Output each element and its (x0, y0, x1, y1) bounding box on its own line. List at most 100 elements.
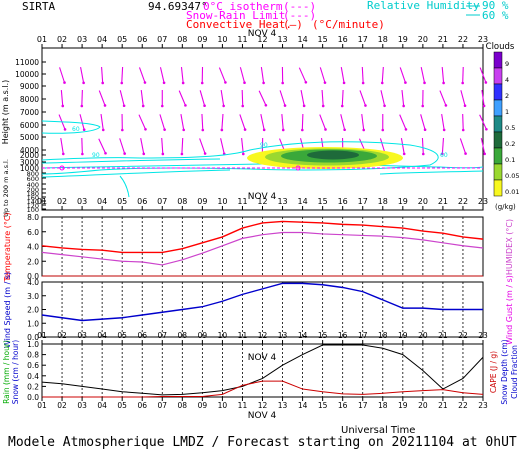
wind-panel-series-0 (41, 282, 483, 322)
wind-barb-head (82, 128, 86, 132)
legend-snow-sample: (---) (283, 9, 316, 22)
precip-top-hour-tick-label: 22 (458, 331, 468, 340)
bottom-hour-tick-label: 01 (37, 401, 47, 410)
wind-barb-head (123, 152, 126, 155)
precip-top-hour-tick-label: 05 (117, 331, 127, 340)
bottom-hour-tick-label: 14 (298, 401, 308, 410)
wind-barb-head (423, 81, 426, 85)
colorbar-label: 0.2 (505, 140, 515, 148)
rh-contour (41, 158, 221, 164)
wind-barb-head (162, 81, 166, 85)
bottom-hour-tick-label: 09 (198, 401, 208, 410)
bottom-hour-tick-label: 20 (418, 401, 428, 410)
bottom-hour-tick-label: 02 (57, 401, 67, 410)
cloud-layer-02 (307, 150, 359, 160)
top-date-label: NOV 4 (248, 29, 277, 39)
wind-barb-head (324, 128, 327, 131)
mid-hour-tick-label: 03 (77, 197, 87, 206)
bottom-hour-tick-label: 06 (137, 401, 147, 410)
wind-barb-head (143, 81, 147, 84)
colorbar-swatch (493, 147, 503, 165)
mid-hour-tick-label: 09 (197, 197, 207, 206)
bottom-hour-tick-label: 19 (398, 401, 408, 410)
wind-barb (140, 138, 145, 154)
wind-barb-head (421, 104, 425, 108)
height-tick-label: 11000 (15, 58, 39, 67)
mid-hour-tick-label: 20 (418, 197, 428, 206)
height-tick-label: 800 (27, 170, 39, 178)
wind-barb (401, 89, 405, 107)
wind-barb-head (224, 81, 227, 84)
temp-axis-label: Temperature (°C) (3, 212, 12, 282)
snow-axis-label: Snow (cm / hour) (11, 340, 20, 404)
mid-hour-tick-label: 02 (57, 197, 67, 206)
wind-barb-head (442, 81, 445, 85)
height-tick-label: 7000 (20, 108, 39, 117)
wind-panel-ytick-label: 4.0 (27, 278, 39, 287)
cloud-fraction-axis-label: Cloud Fraction (510, 345, 519, 399)
colorbar-swatch (493, 67, 503, 85)
wind-barb (260, 67, 265, 83)
mid-hour-tick-label: 18 (378, 197, 388, 206)
wind-barb-head (482, 104, 486, 108)
top-hour-tick-label: 02 (57, 35, 67, 44)
temp-panel-ytick-label: 0.0 (27, 272, 39, 281)
wind-barb-head (264, 103, 268, 107)
bottom-hour-tick-label: 08 (178, 401, 188, 410)
isotherm-marker (59, 165, 65, 171)
wind-barb-head (200, 81, 204, 85)
bottom-hour-tick-label: 17 (358, 401, 368, 410)
wind-barb (60, 138, 64, 154)
wind-barb-head (364, 104, 367, 107)
precip-top-hour-tick-label: 14 (298, 331, 308, 340)
footer-model-line: Modele Atmospherique LMDZ / Forecast sta… (8, 435, 517, 450)
top-hour-tick-label: 21 (438, 35, 448, 44)
wind-barb (181, 137, 184, 155)
rh-contour (41, 120, 101, 134)
legend-isotherm-sample: (---) (283, 0, 316, 13)
bottom-hour-tick-label: 13 (278, 401, 288, 410)
precip-top-hour-tick-label: 17 (358, 331, 368, 340)
footer-universal-time: Universal Time (341, 425, 415, 436)
wind-barb-head (61, 152, 65, 156)
top-hour-tick-label: 11 (237, 35, 247, 44)
wind-barb-head (104, 151, 107, 155)
mid-hour-tick-label: 07 (157, 197, 167, 206)
height-tick-label: 160 (27, 194, 39, 202)
wind-barb-head (461, 128, 465, 132)
wind-barb (319, 114, 327, 130)
wind-barb (159, 114, 166, 130)
top-hour-tick-label: 04 (97, 35, 107, 44)
wind-barb-head (343, 128, 346, 132)
height-tick-label: 1000 (20, 164, 39, 173)
top-hour-tick-label: 17 (358, 35, 368, 44)
wind-barb-head (461, 81, 464, 85)
mid-hour-tick-label: 22 (458, 197, 468, 206)
precip-date-label: NOV 4 (248, 353, 277, 363)
colorbar-swatch (493, 179, 503, 197)
wind-barb-head (203, 104, 206, 107)
wind-barb-head (141, 104, 145, 108)
wind-barb-head (404, 128, 408, 131)
colorbar-label: 9 (505, 60, 509, 68)
bottom-hour-tick-label: 18 (378, 401, 388, 410)
wind-panel-ytick-label: 0.0 (27, 333, 39, 342)
wind-panel-ytick-label: 1.0 (27, 319, 39, 328)
wind-barb-head (203, 152, 207, 155)
rh-contour-label: 90 (260, 142, 268, 149)
wind-barb-head (243, 128, 247, 131)
wind-barb (81, 137, 83, 155)
bottom-hour-tick-label: 03 (77, 401, 87, 410)
wind-barb (319, 67, 326, 83)
wind-barb (361, 66, 364, 84)
wind-barb (279, 90, 286, 106)
bottom-date-label: NOV 4 (248, 411, 277, 421)
wind-barb-head (485, 127, 488, 131)
height-tick-label: 600 (27, 175, 39, 183)
legend-conv-label: Convective Heat. (186, 18, 292, 31)
wind-barb-head (484, 81, 488, 84)
precip-top-hour-tick-label: 18 (378, 331, 388, 340)
precip-top-hour-tick-label: 21 (438, 331, 448, 340)
precip-top-hour-tick-label: 04 (97, 331, 107, 340)
wind-barb (380, 90, 386, 106)
